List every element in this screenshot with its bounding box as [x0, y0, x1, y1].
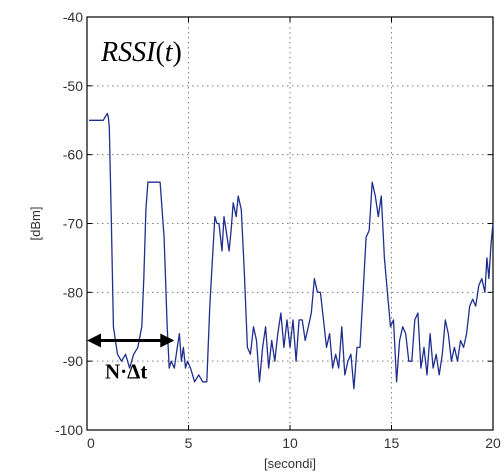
series-group	[89, 112, 494, 390]
rssi-series-line	[89, 112, 494, 390]
interval-label: N·Δt	[105, 360, 147, 384]
x-tick-label: 10	[282, 435, 298, 451]
x-tick-label: 5	[185, 435, 193, 451]
y-axis-label: [dBm]	[28, 207, 43, 241]
arrowhead-right-icon	[160, 333, 175, 348]
title-variable: t	[165, 37, 174, 68]
chart-title: RSSI(t)	[100, 37, 182, 68]
x-tick-label: 0	[87, 435, 95, 451]
x-tick-label: 15	[384, 435, 400, 451]
title-open-paren: (	[155, 37, 164, 68]
y-tick-label: -60	[63, 147, 83, 163]
title-close-paren: )	[173, 37, 182, 68]
y-tick-label: -90	[63, 353, 83, 369]
x-axis: 0 5 10 15 20	[86, 17, 501, 451]
arrowhead-left-icon	[87, 333, 101, 348]
y-tick-label: -80	[63, 284, 83, 300]
y-tick-label: -70	[63, 216, 83, 232]
title-function: RSSI	[100, 37, 157, 68]
y-axis: -100 -90 -80 -70 -60 -50 -40	[55, 9, 493, 438]
x-tick-label: 20	[485, 435, 501, 451]
y-tick-label: -100	[55, 422, 83, 438]
grid	[87, 17, 493, 430]
interval-annotation: N·Δt	[87, 333, 175, 384]
x-axis-label: [secondi]	[264, 456, 316, 471]
y-tick-label: -50	[63, 78, 83, 94]
y-tick-label: -40	[63, 9, 83, 25]
